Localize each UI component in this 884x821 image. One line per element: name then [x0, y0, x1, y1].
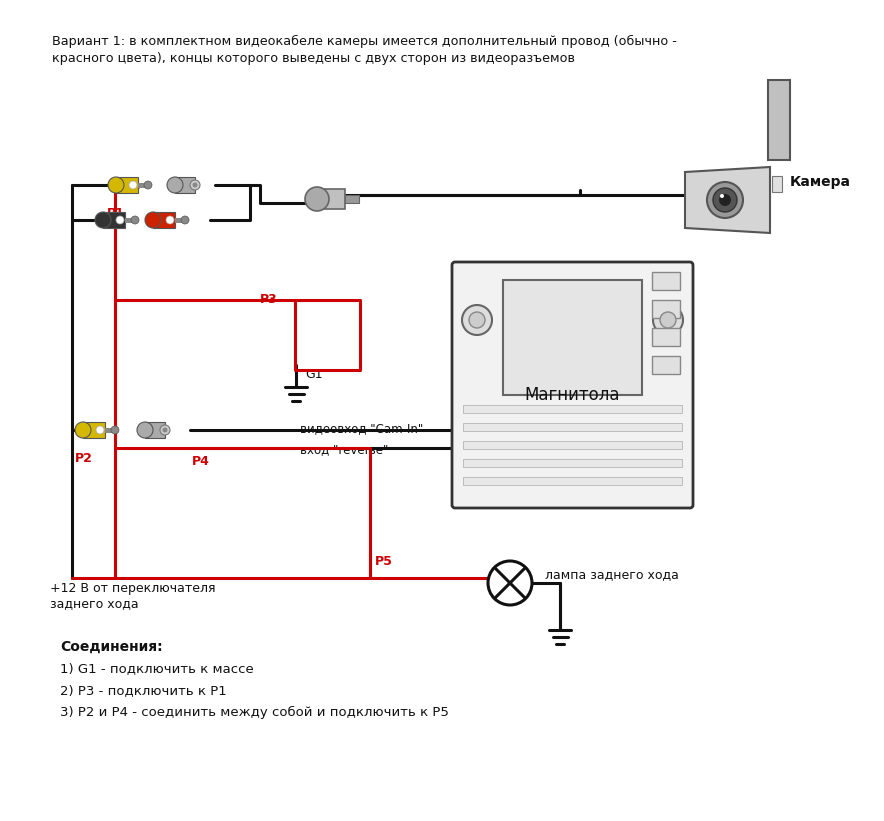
Circle shape [653, 305, 683, 335]
Bar [138, 182, 148, 187]
Text: заднего хода: заднего хода [50, 597, 139, 610]
Text: вход "reverse": вход "reverse" [300, 443, 388, 456]
Bar [652, 272, 680, 290]
Bar [652, 300, 680, 318]
Bar [103, 212, 125, 228]
Bar [83, 422, 105, 438]
Text: P4: P4 [192, 455, 210, 468]
Text: Вариант 1: в комплектном видеокабеле камеры имеется дополнительный провод (обычн: Вариант 1: в комплектном видеокабеле кам… [52, 35, 677, 48]
Circle shape [131, 216, 139, 224]
Text: P1: P1 [107, 207, 125, 220]
Circle shape [167, 177, 183, 193]
Circle shape [163, 428, 167, 433]
Circle shape [96, 426, 104, 434]
Circle shape [95, 212, 111, 228]
Circle shape [488, 561, 532, 605]
Circle shape [713, 188, 737, 212]
Bar [463, 459, 682, 467]
Circle shape [305, 187, 329, 211]
Bar [652, 356, 680, 374]
Bar [145, 422, 165, 438]
Text: Камера: Камера [790, 175, 851, 189]
Circle shape [660, 312, 676, 328]
Circle shape [193, 182, 197, 187]
Text: P5: P5 [375, 555, 392, 568]
Circle shape [137, 422, 153, 438]
Text: G1: G1 [305, 368, 323, 381]
Text: Магнитола: Магнитола [525, 386, 621, 404]
Circle shape [111, 426, 119, 434]
Text: видеовход "Cam-In": видеовход "Cam-In" [300, 422, 423, 435]
Text: 2) Р3 - подключить к Р1: 2) Р3 - подключить к Р1 [60, 684, 227, 697]
Circle shape [108, 177, 124, 193]
Bar [463, 441, 682, 449]
Text: P2: P2 [75, 452, 93, 465]
Circle shape [462, 305, 492, 335]
Polygon shape [685, 167, 770, 233]
Bar [463, 423, 682, 431]
Circle shape [145, 212, 161, 228]
Bar [652, 328, 680, 346]
Bar [153, 212, 175, 228]
Bar [175, 218, 185, 222]
Bar [105, 428, 115, 433]
Text: P3: P3 [260, 293, 278, 306]
Text: 3) Р2 и Р4 - соединить между собой и подключить к Р5: 3) Р2 и Р4 - соединить между собой и под… [60, 706, 449, 719]
Circle shape [75, 422, 91, 438]
Circle shape [116, 216, 124, 224]
Circle shape [707, 182, 743, 218]
Circle shape [166, 216, 174, 224]
Circle shape [190, 180, 200, 190]
Circle shape [719, 194, 731, 206]
Bar [345, 195, 359, 203]
Bar [463, 477, 682, 485]
Bar [463, 405, 682, 413]
Text: Соединения:: Соединения: [60, 640, 163, 654]
Bar [317, 189, 345, 209]
Bar [503, 280, 642, 395]
Circle shape [129, 181, 137, 189]
Circle shape [160, 425, 170, 435]
Circle shape [469, 312, 485, 328]
Bar [175, 177, 195, 193]
Bar [125, 218, 135, 222]
Text: красного цвета), концы которого выведены с двух сторон из видеоразъемов: красного цвета), концы которого выведены… [52, 52, 575, 65]
Bar [768, 80, 790, 160]
Text: +12 В от переключателя: +12 В от переключателя [50, 582, 216, 595]
Circle shape [720, 194, 724, 198]
Text: лампа заднего хода: лампа заднего хода [545, 568, 679, 581]
Bar [772, 176, 782, 192]
Circle shape [181, 216, 189, 224]
Text: 1) G1 - подключить к массе: 1) G1 - подключить к массе [60, 662, 254, 675]
FancyBboxPatch shape [452, 262, 693, 508]
Circle shape [144, 181, 152, 189]
Bar [116, 177, 138, 193]
